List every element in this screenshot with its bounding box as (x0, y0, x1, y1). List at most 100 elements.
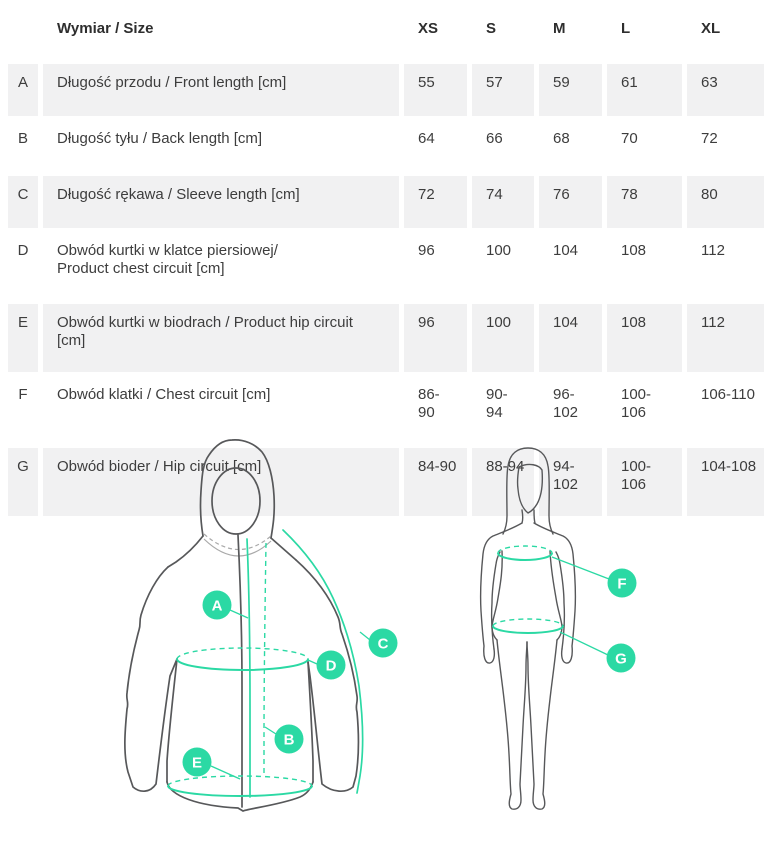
leader-line-c (359, 631, 371, 641)
value-xl: 72 (687, 120, 764, 172)
row-label: Obwód bioder / Hip circuit [cm] (43, 448, 399, 516)
label-letter-d: D (326, 658, 337, 675)
label-badge-d: D (316, 650, 346, 680)
label-circle-e (182, 747, 212, 777)
value-m: 76 (539, 176, 602, 228)
table-row-g: G Obwód bioder / Hip circuit [cm] 84-90 … (8, 448, 764, 516)
measure-hip-ellipse-front (167, 785, 313, 797)
figure-chest-ellipse-back (497, 545, 553, 554)
value-xs: 55 (404, 64, 467, 116)
value-m: 96- 102 (539, 376, 602, 444)
value-s: 88-94 (472, 448, 534, 516)
table-row-b: B Długość tyłu / Back length [cm] 64 66 … (8, 120, 764, 172)
row-label: Obwód klatki / Chest circuit [cm] (43, 376, 399, 444)
figure-right-arm-inner (555, 551, 566, 650)
dimension-header: Wymiar / Size (43, 10, 399, 60)
measure-line-front-length (246, 538, 251, 798)
label-badge-f: F (607, 568, 637, 598)
jacket-right-sleeve (295, 559, 360, 792)
jacket-right-shoulder (270, 537, 297, 561)
figure-left-leg (496, 639, 528, 810)
label-circle-b (274, 724, 304, 754)
value-m: 59 (539, 64, 602, 116)
figure-right-leg (526, 639, 558, 810)
jacket-diagram: A B C D E (124, 439, 398, 812)
figure-hip-ellipse-back (492, 618, 564, 627)
jacket-body-left-edge (166, 658, 178, 783)
label-circle-g (606, 643, 636, 673)
figure-neck-right (533, 509, 536, 524)
female-figure-diagram: F G (479, 447, 637, 810)
value-xs: 96 (404, 304, 467, 372)
value-m: 68 (539, 120, 602, 172)
jacket-body-right-edge (307, 661, 314, 783)
value-xl: 63 (687, 64, 764, 116)
label-badge-a: A (202, 590, 232, 620)
label-badge-e: E (182, 747, 212, 777)
jacket-zipper-line (237, 534, 243, 808)
table-row-c: C Długość rękawa / Sleeve length [cm] 72… (8, 176, 764, 228)
size-header-s: S (472, 10, 534, 60)
row-key: B (8, 120, 38, 172)
value-xs: 64 (404, 120, 467, 172)
value-xl: 112 (687, 304, 764, 372)
row-key: C (8, 176, 38, 228)
value-l: 78 (607, 176, 682, 228)
label-letter-b: B (284, 732, 295, 749)
row-label: Długość tyłu / Back length [cm] (43, 120, 399, 172)
figure-torso-left (491, 550, 503, 641)
table-row-f: F Obwód klatki / Chest circuit [cm] 86- … (8, 376, 764, 444)
jacket-hem-edge (166, 781, 314, 812)
measure-chest-ellipse-front (176, 658, 309, 671)
label-circle-a (202, 590, 232, 620)
value-xl: 80 (687, 176, 764, 228)
size-header-m: M (539, 10, 602, 60)
row-key: A (8, 64, 38, 116)
label-circle-d (316, 650, 346, 680)
value-s: 57 (472, 64, 534, 116)
jacket-left-sleeve (124, 566, 178, 792)
value-xl: 104-108 (687, 448, 764, 516)
size-header-xs: XS (404, 10, 467, 60)
label-letter-e: E (192, 755, 202, 772)
value-l: 70 (607, 120, 682, 172)
figure-hair (502, 447, 554, 535)
jacket-collar-curve (203, 538, 272, 557)
jacket-collar-dashed-line (203, 533, 272, 551)
jacket-hood-opening (211, 467, 261, 535)
value-m: 104 (539, 232, 602, 300)
value-l: 108 (607, 304, 682, 372)
label-letter-f: F (617, 576, 626, 593)
label-letter-a: A (212, 598, 223, 615)
leader-line-f (551, 556, 610, 580)
size-header-l: L (607, 10, 682, 60)
row-label: Obwód kurtki w biodrach / Product hip ci… (43, 304, 399, 372)
leader-line-a (229, 609, 249, 619)
measure-chest-ellipse-back (176, 647, 309, 660)
value-xs: 96 (404, 232, 467, 300)
figure-face (516, 463, 544, 514)
figure-torso-right (549, 550, 563, 641)
value-l: 100- 106 (607, 448, 682, 516)
value-s: 66 (472, 120, 534, 172)
figure-left-arm (479, 522, 523, 664)
value-xl: 112 (687, 232, 764, 300)
measure-hip-ellipse-back (167, 775, 313, 787)
value-s: 74 (472, 176, 534, 228)
value-xl: 106-110 (687, 376, 764, 444)
label-badge-c: C (368, 628, 398, 658)
leader-line-b (264, 726, 277, 735)
label-circle-c (368, 628, 398, 658)
row-key: D (8, 232, 38, 300)
leader-line-d (307, 659, 318, 665)
figure-neck-left (521, 509, 524, 524)
value-xs: 86- 90 (404, 376, 467, 444)
value-l: 100- 106 (607, 376, 682, 444)
measurement-diagrams: A B C D E (0, 416, 773, 846)
row-label: Długość przodu / Front length [cm] (43, 64, 399, 116)
value-l: 108 (607, 232, 682, 300)
table-row-a: A Długość przodu / Front length [cm] 55 … (8, 64, 764, 116)
value-m: 104 (539, 304, 602, 372)
corner-cell (8, 10, 38, 60)
table-row-d: D Obwód kurtki w klatce piersiowej/ Prod… (8, 232, 764, 300)
